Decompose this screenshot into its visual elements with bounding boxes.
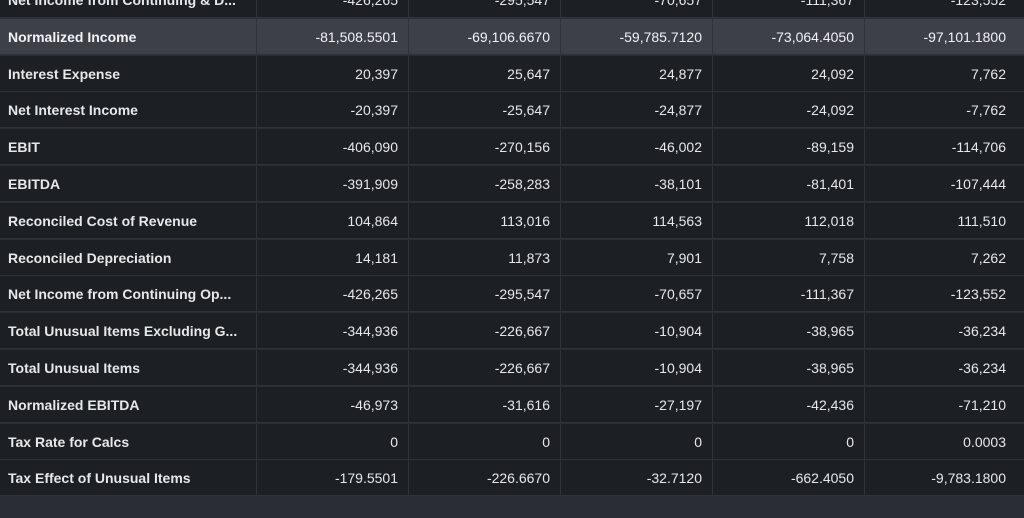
- value-cell: -69,106.6670: [409, 18, 561, 55]
- value-cell: -111,367: [713, 276, 865, 313]
- value-cell: -27,197: [561, 386, 713, 423]
- value-cell: -295,547: [409, 276, 561, 313]
- value-cell: 25,647: [409, 55, 561, 92]
- table-row[interactable]: Interest Expense 20,397 25,647 24,877 24,092…: [0, 55, 1024, 92]
- value-cell: -20,397: [257, 92, 409, 129]
- table-row[interactable]: Tax Effect of Unusual Items -179.5501 -226…: [0, 460, 1024, 497]
- value-cell: -107,444: [865, 166, 1024, 202]
- value-cell: -70,657: [561, 0, 713, 18]
- value-cell: 0: [409, 423, 561, 460]
- value-cell: -46,973: [257, 386, 409, 423]
- value-cell: -71,210: [865, 386, 1024, 423]
- row-label: Reconciled Depreciation: [0, 239, 257, 276]
- value-cell: 7,762: [865, 55, 1024, 92]
- row-label: Tax Effect of Unusual Items: [0, 460, 257, 497]
- value-cell: 7,901: [561, 239, 713, 276]
- table-row[interactable]: Net Income from Continuing Op... -426,265…: [0, 276, 1024, 313]
- value-cell: -662.4050: [713, 460, 865, 497]
- value-cell: -73,064.4050: [713, 18, 865, 55]
- value-cell: -426,265: [257, 276, 409, 313]
- value-cell: -391,909: [257, 166, 409, 202]
- table-row[interactable]: Total Unusual Items Excluding G... -344,9…: [0, 313, 1024, 350]
- value-cell: 111,510: [865, 202, 1024, 239]
- row-label: Net Income from Continuing Op...: [0, 276, 257, 313]
- value-cell: -7,762: [865, 92, 1024, 129]
- value-cell: -10,904: [561, 313, 713, 350]
- value-cell: -59,785.7120: [561, 18, 713, 55]
- value-cell: -344,936: [257, 313, 409, 350]
- value-cell: -426,265: [257, 0, 409, 18]
- value-cell: -258,283: [409, 166, 561, 202]
- row-label: Net Income from Continuing & D...: [0, 0, 257, 18]
- value-cell: 0.0003: [865, 423, 1024, 460]
- value-cell: -226,667: [409, 350, 561, 386]
- value-cell: -123,552: [865, 0, 1024, 18]
- value-cell: 14,181: [257, 239, 409, 276]
- value-cell: 113,016: [409, 202, 561, 239]
- value-cell: -179.5501: [257, 460, 409, 497]
- value-cell: -38,101: [561, 166, 713, 202]
- table-row[interactable]: EBITDA -391,909 -258,283 -38,101 -81,401 -107…: [0, 166, 1024, 202]
- row-label: Net Interest Income: [0, 92, 257, 129]
- table-row[interactable]: Reconciled Cost of Revenue 104,864 113,016…: [0, 202, 1024, 239]
- value-cell: -10,904: [561, 350, 713, 386]
- value-cell: 24,877: [561, 55, 713, 92]
- table-row[interactable]: Total Unusual Items -344,936 -226,667 -10,9…: [0, 350, 1024, 386]
- row-label: EBIT: [0, 129, 257, 166]
- value-cell: 0: [561, 423, 713, 460]
- value-cell: -24,092: [713, 92, 865, 129]
- value-cell: -111,367: [713, 0, 865, 18]
- value-cell: -406,090: [257, 129, 409, 166]
- table-row[interactable]: Net Interest Income -20,397 -25,647 -24,877…: [0, 92, 1024, 129]
- table-row[interactable]: EBIT -406,090 -270,156 -46,002 -89,159 -114,7…: [0, 129, 1024, 166]
- value-cell: -81,401: [713, 166, 865, 202]
- value-cell: -270,156: [409, 129, 561, 166]
- value-cell: 24,092: [713, 55, 865, 92]
- table-row[interactable]: Normalized EBITDA -46,973 -31,616 -27,197 -4…: [0, 386, 1024, 423]
- row-label: EBITDA: [0, 166, 257, 202]
- value-cell: -123,552: [865, 276, 1024, 313]
- value-cell: 20,397: [257, 55, 409, 92]
- value-cell: 114,563: [561, 202, 713, 239]
- value-cell: -9,783.1800: [865, 460, 1024, 497]
- value-cell: -38,965: [713, 313, 865, 350]
- value-cell: -42,436: [713, 386, 865, 423]
- value-cell: -32.7120: [561, 460, 713, 497]
- value-cell: -295,547: [409, 0, 561, 18]
- row-label: Interest Expense: [0, 55, 257, 92]
- value-cell: -36,234: [865, 313, 1024, 350]
- value-cell: -97,101.1800: [865, 18, 1024, 55]
- value-cell: 7,262: [865, 239, 1024, 276]
- value-cell: -70,657: [561, 276, 713, 313]
- table-row[interactable]: Tax Rate for Calcs 0 0 0 0 0.0003: [0, 423, 1024, 460]
- value-cell: -89,159: [713, 129, 865, 166]
- value-cell: -31,616: [409, 386, 561, 423]
- value-cell: -344,936: [257, 350, 409, 386]
- value-cell: 0: [257, 423, 409, 460]
- table-row[interactable]: Normalized Income -81,508.5501 -69,106.667…: [0, 18, 1024, 55]
- value-cell: -36,234: [865, 350, 1024, 386]
- value-cell: -226,667: [409, 313, 561, 350]
- row-label: Reconciled Cost of Revenue: [0, 202, 257, 239]
- value-cell: 104,864: [257, 202, 409, 239]
- value-cell: 11,873: [409, 239, 561, 276]
- row-label: Normalized Income: [0, 18, 257, 55]
- value-cell: -114,706: [865, 129, 1024, 166]
- value-cell: -25,647: [409, 92, 561, 129]
- row-label: Total Unusual Items: [0, 350, 257, 386]
- value-cell: 112,018: [713, 202, 865, 239]
- row-label: Normalized EBITDA: [0, 386, 257, 423]
- row-label: Total Unusual Items Excluding G...: [0, 313, 257, 350]
- value-cell: 0: [713, 423, 865, 460]
- value-cell: -81,508.5501: [257, 18, 409, 55]
- table-row[interactable]: Net Income from Continuing & D... -426,26…: [0, 0, 1024, 18]
- value-cell: 7,758: [713, 239, 865, 276]
- value-cell: -24,877: [561, 92, 713, 129]
- value-cell: -46,002: [561, 129, 713, 166]
- value-cell: -226.6670: [409, 460, 561, 497]
- table-row[interactable]: Reconciled Depreciation 14,181 11,873 7,901…: [0, 239, 1024, 276]
- value-cell: -38,965: [713, 350, 865, 386]
- row-label: Tax Rate for Calcs: [0, 423, 257, 460]
